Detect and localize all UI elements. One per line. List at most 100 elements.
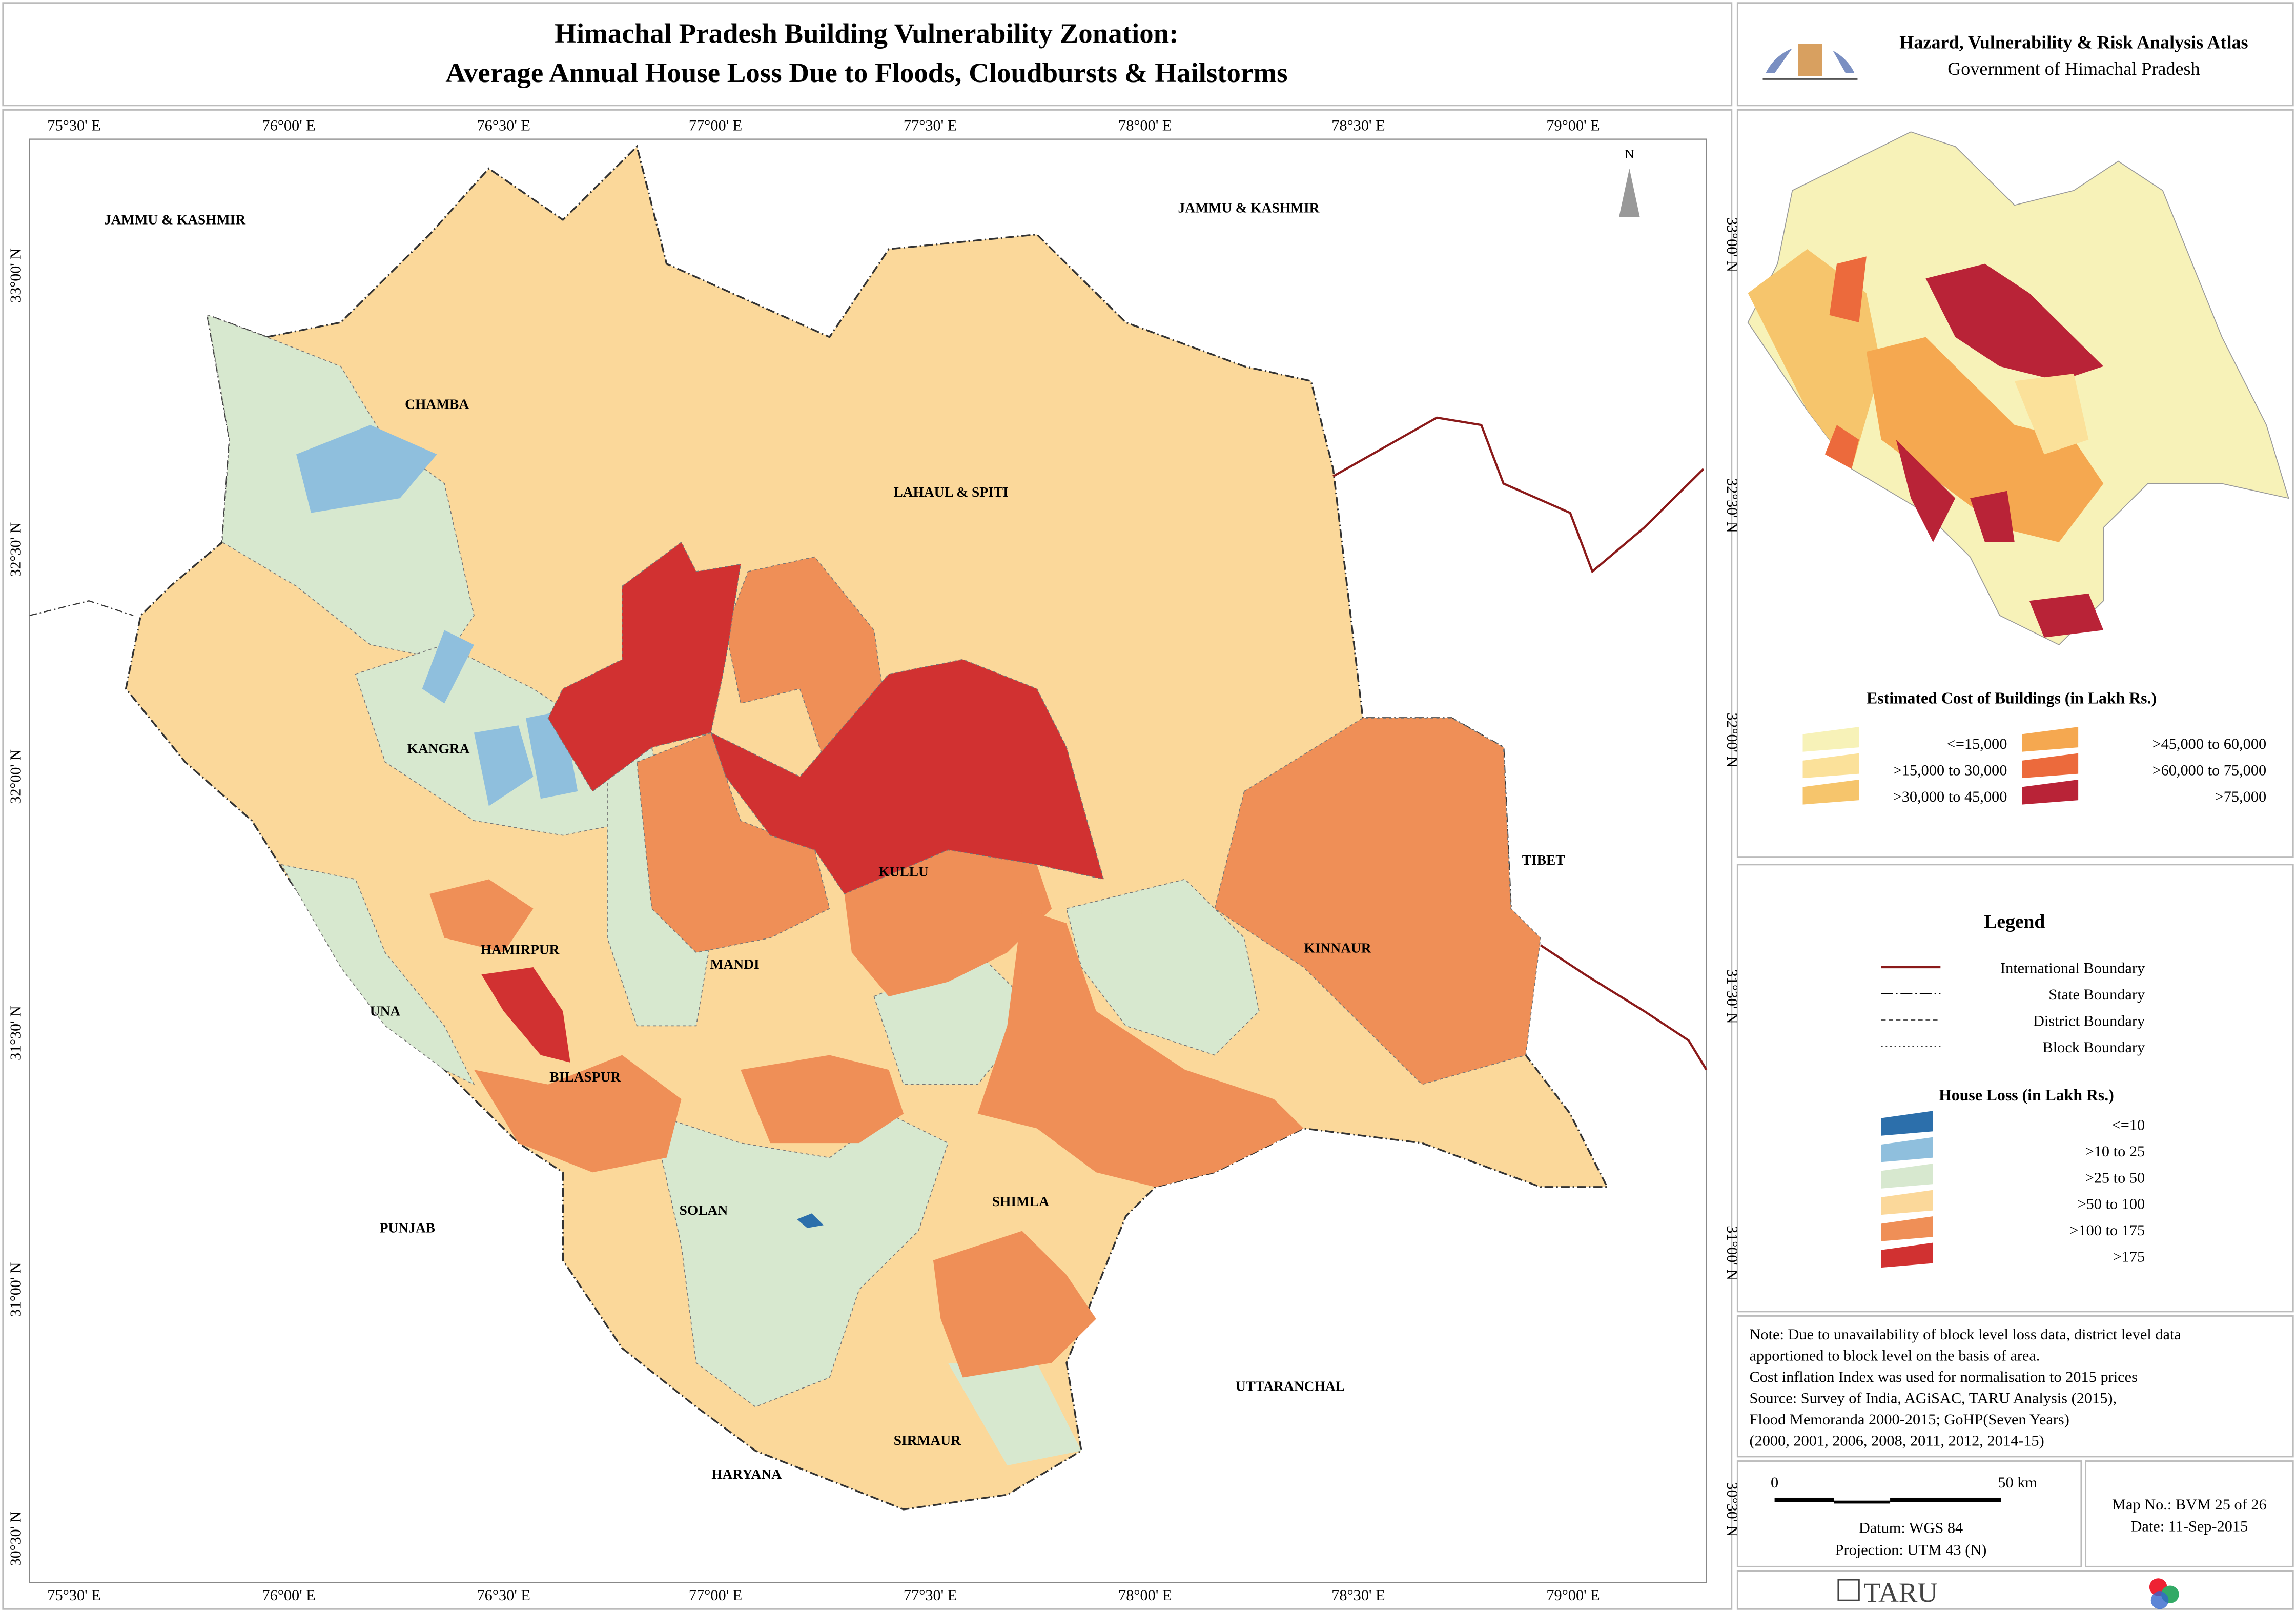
note-box (1736, 1315, 2294, 1458)
note-line: Source: Survey of India, AGiSAC, TARU An… (1749, 1390, 2117, 1407)
region-label: KINNAUR (1304, 941, 1371, 956)
scale-bar (1834, 1500, 1891, 1504)
legend-item: >175 (2113, 1248, 2145, 1266)
lon-label: 79°00' E (1546, 117, 1600, 134)
lon-label: 78°00' E (1118, 1586, 1172, 1604)
region-label: LAHAUL & SPITI (893, 484, 1008, 500)
title-box (2, 2, 1733, 107)
zone-10 (796, 1213, 824, 1228)
legend-box (1736, 864, 2294, 1313)
partner-logo (2149, 1578, 2179, 1609)
emblem (1762, 36, 1858, 80)
house-loss-legend: <=10 >10 to 25 >25 to 50 >50 to 100 >100 to … (1881, 1111, 2145, 1268)
swatch (1802, 753, 1859, 779)
legend-item: >45,000 to 60,000 (2152, 735, 2266, 752)
legend-item: <=10 (2112, 1116, 2145, 1134)
lon-label: 75°30' E (47, 117, 100, 134)
region-label: UTTARANCHAL (1236, 1378, 1345, 1394)
region-label: UNA (370, 1003, 401, 1018)
region-label: HARYANA (711, 1466, 782, 1482)
scale-start: 0 (1771, 1474, 1778, 1491)
zone-solan (651, 1113, 949, 1407)
house-loss-title: House Loss (in Lakh Rs.) (1939, 1086, 2114, 1104)
north-arrow (1619, 168, 1640, 217)
lat-label: 32°30' N (7, 522, 24, 577)
lon-label: 78°00' E (1118, 117, 1172, 134)
legend-item: >25 to 50 (2085, 1169, 2145, 1186)
map-no: Map No.: BVM 25 of 26 (2112, 1496, 2267, 1513)
inset-map (1747, 131, 2289, 646)
map-body: N (29, 145, 1708, 1511)
lon-label: 77°00' E (689, 1586, 742, 1604)
note-line: Flood Memoranda 2000-2015; GoHP(Seven Ye… (1749, 1411, 2069, 1428)
taru-logo-mark (1837, 1579, 1860, 1601)
region-label: HAMIRPUR (481, 942, 560, 957)
lon-label: 78°30' E (1331, 1586, 1385, 1604)
region-label: KULLU (878, 864, 929, 880)
international-boundary (1540, 944, 1708, 1071)
scale-bar (1774, 1497, 1834, 1502)
lat-label: 33°00' N (7, 248, 24, 303)
government: Government of Himachal Pradesh (1947, 58, 2200, 79)
zone-10-25 (422, 630, 578, 806)
datum: Datum: WGS 84 (1859, 1519, 1963, 1537)
lon-label: 76°30' E (477, 117, 530, 134)
scale-bar (1890, 1497, 2001, 1502)
legend-item: >50 to 100 (2077, 1195, 2145, 1213)
swatch (1802, 780, 1859, 805)
lat-label: 32°00' N (7, 749, 24, 804)
legend-item: >10 to 25 (2085, 1142, 2145, 1160)
map-info-box (2085, 1460, 2294, 1567)
legend-item: State Boundary (2048, 986, 2145, 1003)
lat-label: 30°30' N (7, 1512, 24, 1566)
swatch (1881, 1137, 1933, 1162)
swatch (1881, 1190, 1933, 1215)
legend-item: Block Boundary (2043, 1038, 2145, 1056)
title-line: Himachal Pradesh Building Vulnerability … (555, 17, 1178, 49)
lon-label: 76°00' E (262, 1586, 315, 1604)
north-label: N (1625, 147, 1634, 161)
brand: TARU (1863, 1577, 1938, 1608)
zone-kinnaur (1214, 718, 1541, 1085)
lon-label: 75°30' E (47, 1586, 100, 1604)
swatch (1881, 1111, 1933, 1136)
swatch (1881, 1216, 1933, 1241)
region-label: BILASPUR (549, 1069, 621, 1085)
region-label: JAMMU & KASHMIR (104, 212, 245, 228)
legend-item: >30,000 to 45,000 (1893, 788, 2007, 805)
lon-label: 76°00' E (262, 117, 315, 134)
region-label: SOLAN (680, 1202, 728, 1218)
note-line: Cost inflation Index was used for normal… (1749, 1368, 2137, 1385)
region-label: CHAMBA (405, 397, 469, 412)
lat-label: 31°30' N (7, 1006, 24, 1060)
region-label: MANDI (710, 956, 760, 972)
lon-label: 76°30' E (477, 1586, 530, 1604)
footer-box (1736, 1570, 2294, 1610)
lon-label: 77°00' E (689, 117, 742, 134)
zone-100-175 (977, 908, 1304, 1187)
atlas-title: Hazard, Vulnerability & Risk Analysis At… (1899, 32, 2248, 53)
region-label: KANGRA (407, 741, 470, 757)
region-labels: JAMMU & KASHMIR JAMMU & KASHMIR CHAMBA LAHA… (104, 200, 1565, 1482)
swatch (1881, 1164, 1933, 1189)
legend-item: >60,000 to 75,000 (2152, 762, 2266, 779)
zone-175 (547, 541, 742, 792)
note-line: apportioned to block level on the basis … (1749, 1347, 2040, 1364)
zone-100-175 (636, 732, 830, 953)
state-boundary (29, 600, 134, 616)
zone-10-25 (296, 425, 437, 513)
international-boundary (1332, 416, 1705, 574)
swatch (1881, 1242, 1933, 1268)
legend-lines: International Boundary State Boundary Dist… (1881, 960, 2145, 1056)
note: Note: Due to unavailability of block lev… (1749, 1325, 2181, 1449)
legend-title: Legend (1984, 911, 2045, 932)
lon-label: 78°30' E (1331, 117, 1385, 134)
zone-25-50 (948, 1362, 1081, 1466)
graticule: 75°30' E 75°30' E 76°00' E 76°00' E 76°30' E… (7, 117, 1741, 1604)
legend-item: International Boundary (2000, 960, 2145, 977)
scale-box (1736, 1460, 2082, 1567)
region-label: SHIMLA (992, 1194, 1050, 1209)
lon-label: 77°30' E (904, 1586, 957, 1604)
legend-item: <=15,000 (1947, 735, 2007, 752)
